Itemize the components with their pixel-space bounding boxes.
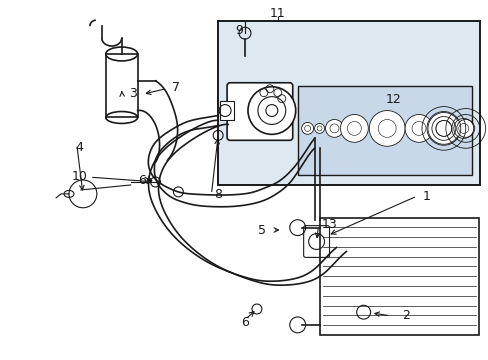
Text: 3: 3: [128, 87, 136, 100]
Text: 10: 10: [71, 170, 87, 183]
Text: 6: 6: [138, 174, 146, 186]
Text: 9: 9: [235, 24, 243, 37]
Text: 8: 8: [213, 188, 221, 201]
Ellipse shape: [314, 123, 324, 133]
Ellipse shape: [325, 120, 343, 137]
FancyBboxPatch shape: [226, 83, 292, 140]
Text: 1: 1: [422, 190, 430, 203]
Ellipse shape: [427, 113, 459, 144]
Ellipse shape: [368, 111, 404, 146]
Bar: [297, 86, 471, 175]
Ellipse shape: [404, 114, 432, 142]
Ellipse shape: [453, 118, 473, 138]
Text: 7: 7: [172, 81, 180, 94]
Bar: [319, 218, 478, 335]
Text: 5: 5: [257, 224, 265, 237]
Text: 2: 2: [401, 309, 409, 322]
Bar: [220, 100, 234, 121]
Ellipse shape: [340, 114, 367, 142]
Bar: [105, 54, 137, 117]
Text: 12: 12: [385, 93, 401, 106]
Text: 6: 6: [241, 316, 249, 329]
Text: 13: 13: [321, 218, 337, 231]
Circle shape: [247, 87, 295, 134]
Text: 11: 11: [269, 7, 285, 20]
Ellipse shape: [301, 122, 313, 134]
Text: 4: 4: [75, 141, 83, 154]
Bar: [218, 21, 479, 185]
